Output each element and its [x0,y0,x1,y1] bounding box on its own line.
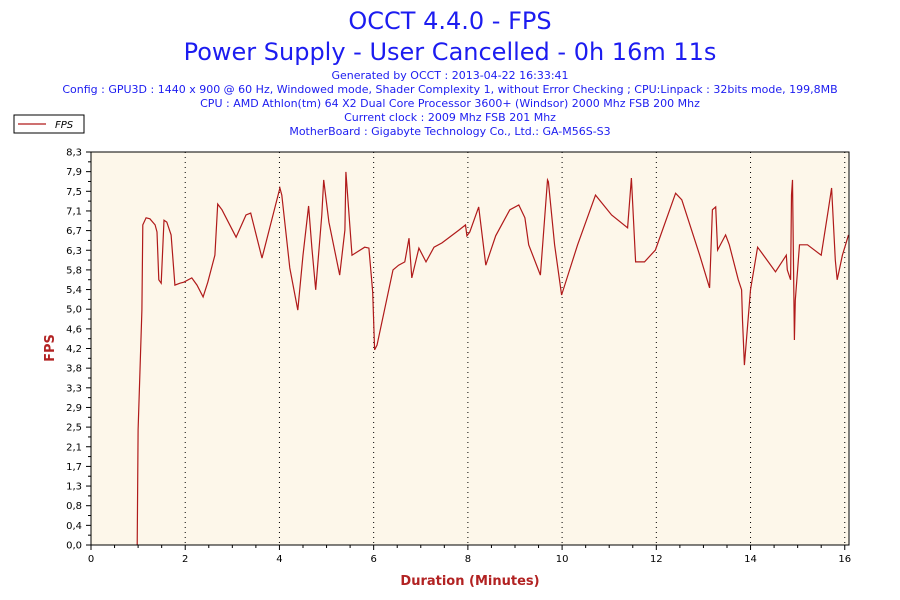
chart-title: OCCT 4.4.0 - FPS [348,7,551,35]
y-tick-label: 1,7 [66,462,82,473]
y-tick-label: 2,5 [66,423,82,434]
y-tick-label: 8,3 [66,148,82,159]
info-cpu: CPU : AMD Athlon(tm) 64 X2 Dual Core Pro… [200,97,700,110]
plot-area [91,152,849,545]
y-tick-label: 5,8 [66,265,82,276]
info-generated: Generated by OCCT : 2013-04-22 16:33:41 [331,69,568,82]
x-tick-label: 8 [465,554,471,565]
y-tick-label: 3,3 [66,383,82,394]
y-tick-label: 2,1 [66,442,82,453]
chart-subtitle: Power Supply - User Cancelled - 0h 16m 1… [184,38,717,66]
x-tick-label: 4 [276,554,282,565]
x-tick-label: 12 [650,554,663,565]
y-tick-label: 4,2 [66,344,82,355]
x-tick-label: 0 [88,554,94,565]
plot-border [90,151,850,546]
info-motherboard: MotherBoard : Gigabyte Technology Co., L… [289,125,610,138]
y-tick-label: 6,3 [66,246,82,257]
x-tick-label: 16 [838,554,851,565]
info-config: Config : GPU3D : 1440 x 900 @ 60 Hz, Win… [62,83,837,96]
y-tick-label: 4,6 [66,324,82,335]
y-tick-label: 6,7 [66,226,82,237]
y-tick-label: 2,9 [66,403,82,414]
y-tick-label: 7,5 [66,187,82,198]
y-tick-label: 7,9 [66,167,82,178]
x-tick-label: 10 [556,554,569,565]
y-tick-label: 3,8 [66,364,82,375]
x-tick-label: 14 [744,554,757,565]
legend-box [13,114,85,134]
x-axis-label: Duration (Minutes) [400,574,539,589]
x-tick-label: 6 [370,554,376,565]
y-tick-label: 0,0 [66,541,82,552]
y-tick-label: 5,0 [66,305,82,316]
info-clock: Current clock : 2009 Mhz FSB 201 Mhz [344,111,556,124]
y-tick-label: 5,4 [66,285,82,296]
y-tick-label: 0,8 [66,501,82,512]
y-axis-label: FPS [43,334,58,362]
legend-label: FPS [55,120,74,131]
series-line-fps [136,171,850,546]
x-tick-label: 2 [182,554,188,565]
y-tick-label: 7,1 [66,206,82,217]
y-tick-label: 0,4 [66,521,82,532]
legend: FPS [13,114,85,134]
y-tick-label: 1,3 [66,482,82,493]
